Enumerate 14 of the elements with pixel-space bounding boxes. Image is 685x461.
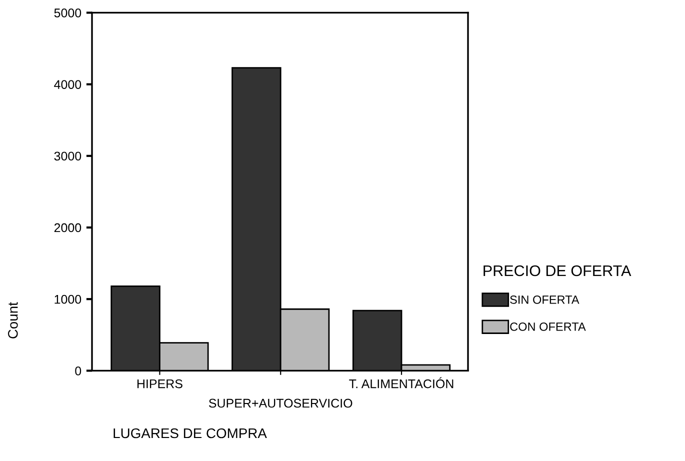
legend-label: SIN OFERTA xyxy=(510,296,580,304)
x-tick-label: SUPER+AUTOSERVICIO xyxy=(208,398,352,408)
x-tick-label: HIPERS xyxy=(137,379,182,388)
y-tick-label: 1000 xyxy=(54,294,82,304)
x-tick-label: T. ALIMENTACIÓN xyxy=(349,377,454,388)
y-tick-label: 3000 xyxy=(54,152,82,161)
legend-label: CON OFERTA xyxy=(510,322,586,331)
y-axis-title: Count xyxy=(8,302,18,338)
y-tick-label: 0 xyxy=(75,366,82,376)
y-tick-label: 2000 xyxy=(54,223,82,232)
legend-title: PRECIO DE OFERTA xyxy=(484,265,632,276)
y-tick-label: 5000 xyxy=(54,8,82,18)
y-tick-label: 4000 xyxy=(54,80,82,89)
x-axis-title: LUGARES DE COMPRA xyxy=(114,428,267,438)
